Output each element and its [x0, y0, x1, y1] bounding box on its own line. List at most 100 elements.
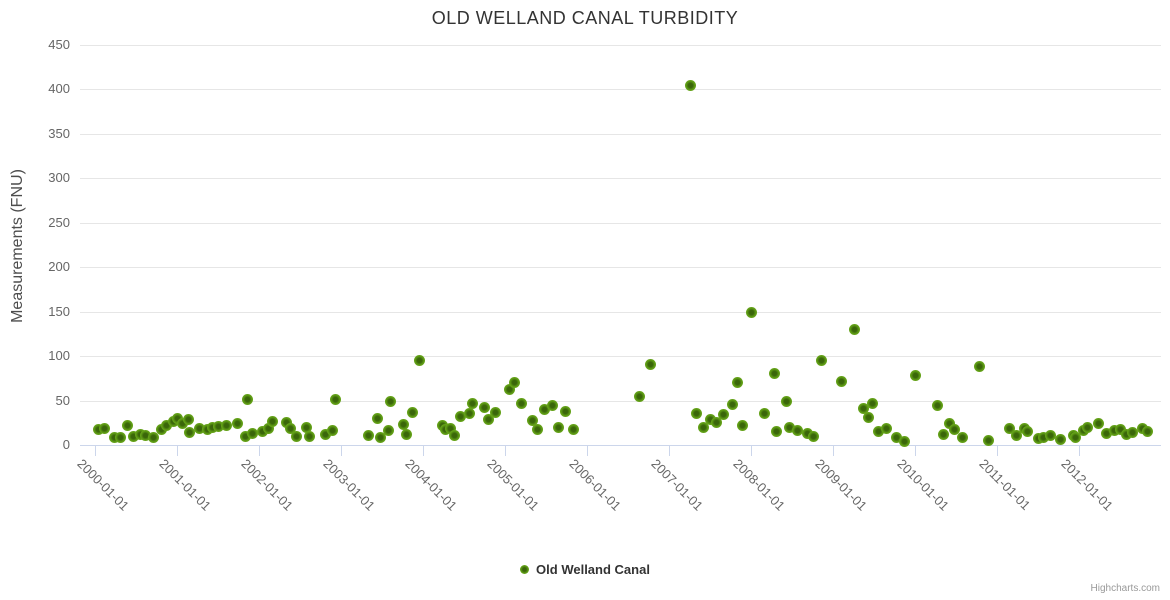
data-point[interactable]	[943, 418, 955, 430]
data-point[interactable]	[872, 426, 884, 438]
data-point[interactable]	[731, 377, 743, 389]
data-point[interactable]	[645, 358, 657, 370]
data-point[interactable]	[769, 367, 781, 379]
data-point[interactable]	[937, 428, 949, 440]
data-point[interactable]	[759, 408, 771, 420]
data-point[interactable]	[539, 403, 551, 415]
data-point[interactable]	[267, 415, 279, 427]
data-point[interactable]	[932, 399, 944, 411]
data-point[interactable]	[172, 412, 184, 424]
data-point[interactable]	[547, 399, 559, 411]
data-point[interactable]	[256, 426, 268, 438]
data-point[interactable]	[684, 79, 696, 91]
data-point[interactable]	[176, 418, 188, 430]
data-point[interactable]	[301, 421, 313, 433]
data-point[interactable]	[1100, 427, 1112, 439]
data-point[interactable]	[802, 427, 814, 439]
data-point[interactable]	[397, 419, 409, 431]
data-point[interactable]	[290, 430, 302, 442]
data-point[interactable]	[718, 409, 730, 421]
data-point[interactable]	[1021, 426, 1033, 438]
data-point[interactable]	[327, 425, 339, 437]
data-point[interactable]	[92, 424, 104, 436]
data-point[interactable]	[148, 431, 160, 443]
data-point[interactable]	[483, 413, 495, 425]
data-point[interactable]	[320, 428, 332, 440]
data-point[interactable]	[1141, 426, 1153, 438]
data-point[interactable]	[362, 429, 374, 441]
data-point[interactable]	[1114, 423, 1126, 435]
data-point[interactable]	[1003, 422, 1015, 434]
data-point[interactable]	[880, 422, 892, 434]
data-point[interactable]	[974, 361, 986, 373]
data-point[interactable]	[183, 427, 195, 439]
data-point[interactable]	[231, 418, 243, 430]
data-point[interactable]	[140, 429, 152, 441]
data-point[interactable]	[1055, 434, 1067, 446]
data-point[interactable]	[807, 430, 819, 442]
data-point[interactable]	[1108, 425, 1120, 437]
data-point[interactable]	[99, 422, 111, 434]
data-point[interactable]	[780, 395, 792, 407]
data-point[interactable]	[532, 423, 544, 435]
data-point[interactable]	[285, 422, 297, 434]
data-point[interactable]	[509, 377, 521, 389]
data-point[interactable]	[727, 398, 739, 410]
data-point[interactable]	[848, 323, 860, 335]
data-point[interactable]	[791, 425, 803, 437]
data-point[interactable]	[1037, 432, 1049, 444]
data-point[interactable]	[280, 417, 292, 429]
data-point[interactable]	[711, 417, 723, 429]
data-point[interactable]	[910, 370, 922, 382]
data-point[interactable]	[836, 375, 848, 387]
data-point[interactable]	[212, 420, 224, 432]
data-point[interactable]	[1092, 418, 1104, 430]
data-point[interactable]	[567, 423, 579, 435]
data-point[interactable]	[1082, 421, 1094, 433]
data-point[interactable]	[304, 430, 316, 442]
data-point[interactable]	[690, 408, 702, 420]
data-point[interactable]	[526, 414, 538, 426]
data-point[interactable]	[490, 406, 502, 418]
data-point[interactable]	[479, 402, 490, 414]
data-point[interactable]	[633, 390, 645, 402]
data-point[interactable]	[467, 397, 479, 409]
data-point[interactable]	[857, 403, 869, 415]
data-point[interactable]	[1010, 429, 1022, 441]
data-point[interactable]	[385, 395, 397, 407]
data-point[interactable]	[783, 421, 795, 433]
data-point[interactable]	[697, 421, 709, 433]
data-point[interactable]	[246, 427, 258, 439]
data-point[interactable]	[221, 419, 233, 431]
legend[interactable]: Old Welland Canal	[0, 562, 1170, 577]
data-point[interactable]	[815, 355, 827, 367]
data-point[interactable]	[241, 394, 253, 406]
data-point[interactable]	[194, 422, 206, 434]
data-point[interactable]	[559, 405, 571, 417]
data-point[interactable]	[949, 423, 961, 435]
data-point[interactable]	[160, 419, 172, 431]
data-point[interactable]	[516, 397, 528, 409]
data-point[interactable]	[383, 425, 395, 437]
data-point[interactable]	[704, 413, 716, 425]
data-point[interactable]	[413, 355, 425, 367]
data-point[interactable]	[444, 422, 456, 434]
data-point[interactable]	[1069, 431, 1081, 443]
data-point[interactable]	[454, 411, 466, 423]
data-point[interactable]	[375, 431, 387, 443]
data-point[interactable]	[463, 407, 475, 419]
data-point[interactable]	[862, 411, 874, 423]
data-point[interactable]	[737, 419, 749, 431]
data-point[interactable]	[957, 431, 969, 443]
data-point[interactable]	[891, 431, 903, 443]
data-point[interactable]	[127, 430, 139, 442]
data-point[interactable]	[371, 412, 383, 424]
data-point[interactable]	[182, 413, 194, 425]
data-point[interactable]	[108, 432, 120, 444]
data-point[interactable]	[329, 394, 341, 406]
data-point[interactable]	[115, 432, 127, 444]
highcharts-credit-link[interactable]: Highcharts.com	[1090, 583, 1160, 594]
data-point[interactable]	[745, 307, 757, 319]
data-point[interactable]	[1126, 427, 1138, 439]
data-point[interactable]	[771, 426, 783, 438]
